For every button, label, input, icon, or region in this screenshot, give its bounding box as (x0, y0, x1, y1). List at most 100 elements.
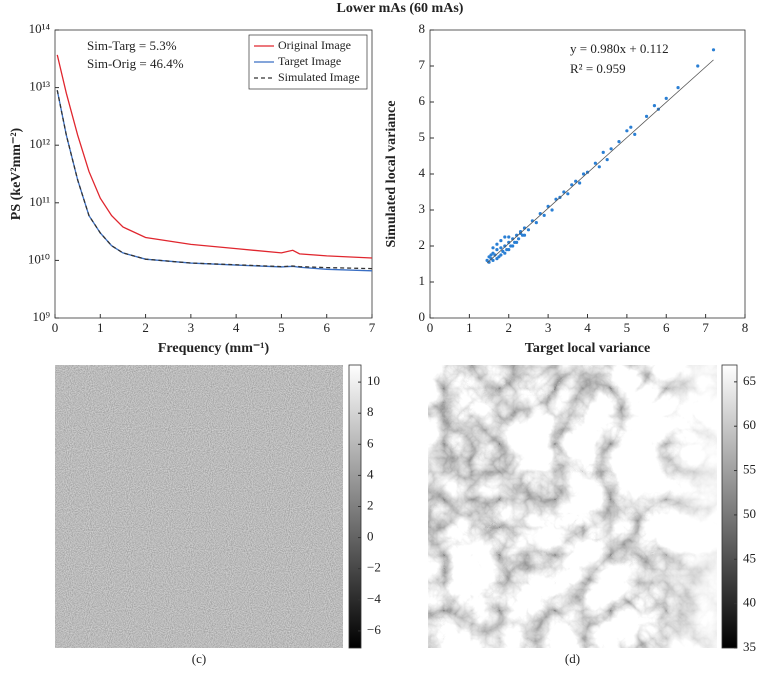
scatter-point (570, 183, 574, 187)
scatter-point (515, 240, 519, 244)
x-tick-label: 6 (323, 320, 330, 335)
scatter-point (489, 253, 493, 257)
scatter-point (534, 221, 538, 225)
image-edge (428, 365, 717, 648)
x-tick-label: 0 (52, 320, 59, 335)
axes-box (429, 29, 746, 319)
y-tick-label: 3 (419, 201, 426, 216)
colorbar-tick-label: −2 (367, 560, 381, 575)
scatter-point (503, 235, 507, 239)
scatter-point (503, 251, 507, 255)
y-tick-label: 2 (419, 237, 426, 252)
legend-label: Simulated Image (278, 70, 360, 84)
scatter-point (495, 257, 499, 261)
figure-title: Lower mAs (60 mAs) (337, 1, 464, 16)
scatter-point (522, 233, 527, 237)
colorbar-tick-label: 65 (743, 373, 756, 388)
x-tick-label: 5 (278, 320, 285, 335)
x-tick-label: 4 (233, 320, 240, 335)
x-tick-label: 8 (742, 320, 749, 335)
x-tick-label: 4 (584, 320, 591, 335)
y-tick-label: 10¹² (29, 136, 50, 151)
colorbar-tick-label: 45 (743, 550, 756, 565)
scatter-point (499, 253, 503, 257)
colorbar-tick-label: 0 (367, 529, 374, 544)
scatter-point (633, 132, 637, 136)
annotation: Sim-Orig = 46.4% (87, 56, 184, 71)
x-tick-label: 5 (624, 320, 631, 335)
annotation: R² = 0.959 (570, 61, 626, 76)
scatter-point (696, 64, 700, 68)
x-tick-label: 2 (506, 320, 513, 335)
caption: (d) (565, 651, 580, 666)
x-tick-label: 0 (427, 320, 434, 335)
scatter-point (495, 242, 499, 246)
colorbar (721, 364, 738, 649)
y-tick-label: 10¹³ (29, 79, 50, 94)
colorbar-tick-label: 2 (367, 497, 374, 512)
scatter-point (491, 258, 495, 262)
y-axis-label: Simulated local variance (384, 101, 399, 248)
scatter-point (593, 161, 597, 165)
line-series (56, 54, 373, 259)
scatter-point (605, 158, 609, 162)
scatter-point (491, 246, 495, 250)
y-tick-label: 5 (419, 129, 426, 144)
x-tick-label: 7 (702, 320, 709, 335)
scatter-point (562, 190, 566, 194)
x-tick-label: 1 (97, 320, 104, 335)
line-series (56, 90, 373, 270)
scatter-point (493, 253, 497, 257)
scatter-point (566, 192, 570, 196)
x-tick-label: 3 (188, 320, 195, 335)
y-tick-label: 6 (419, 93, 426, 108)
x-axis-label: Frequency (mm⁻¹) (158, 341, 270, 356)
scatter-point (609, 147, 613, 151)
colorbar-tick-label: −6 (367, 622, 381, 637)
y-tick-label: 0 (419, 309, 426, 324)
legend-label: Target Image (278, 54, 341, 68)
colorbar-tick-label: 8 (367, 404, 374, 419)
fit-line (486, 59, 714, 264)
y-tick-label: 10¹¹ (29, 194, 50, 209)
scatter-point (511, 244, 515, 248)
legend-label: Original Image (278, 38, 351, 52)
scatter-point (499, 246, 503, 250)
y-axis-label: PS (keV²mm⁻²) (9, 127, 24, 220)
x-axis-label: Target local variance (525, 341, 650, 356)
y-tick-label: 1 (419, 273, 426, 288)
colorbar-tick-label: 35 (743, 639, 756, 654)
colorbar-tick-label: 4 (367, 466, 374, 481)
scatter-point (578, 181, 582, 185)
scatter-point (711, 48, 716, 52)
colorbar-tick-label: 50 (743, 506, 756, 521)
scatter-point (644, 114, 649, 118)
scatter-point (526, 228, 531, 232)
colorbar-tick-label: 40 (743, 595, 756, 610)
scatter-point (676, 86, 680, 90)
scatter-point (550, 208, 554, 212)
caption: (c) (192, 651, 206, 666)
scatter-point (495, 248, 499, 252)
scatter-point (629, 125, 633, 129)
scatter-point (597, 165, 601, 169)
y-tick-label: 8 (419, 21, 426, 36)
scatter-point (585, 170, 590, 174)
x-tick-label: 2 (142, 320, 149, 335)
scatter-point (499, 239, 503, 243)
image (55, 365, 343, 648)
colorbar-tick-label: 6 (367, 435, 374, 450)
x-tick-label: 1 (466, 320, 473, 335)
annotation: y = 0.980x + 0.112 (570, 41, 669, 56)
y-tick-label: 4 (419, 165, 426, 180)
annotation: Sim-Targ = 5.3% (87, 38, 177, 53)
colorbar-tick-label: −4 (367, 591, 381, 606)
scatter-point (507, 248, 511, 252)
scatter-point (601, 150, 605, 154)
colorbar-tick-label: 55 (743, 462, 756, 477)
scatter-point (617, 140, 621, 144)
y-tick-label: 10⁹ (32, 309, 50, 324)
scatter-point (507, 235, 511, 239)
